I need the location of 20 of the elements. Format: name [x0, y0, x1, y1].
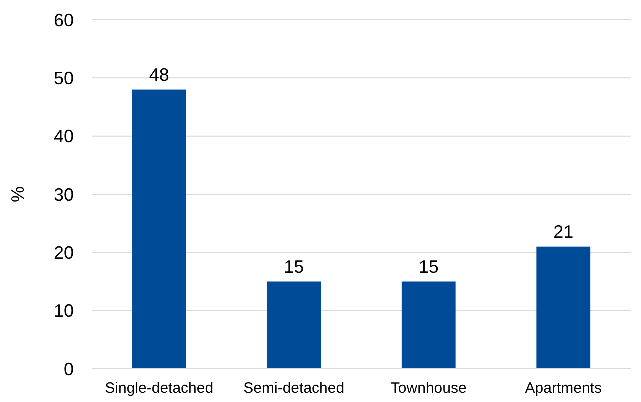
data-label: 15	[284, 256, 304, 277]
y-tick-label: 30	[54, 184, 74, 205]
data-label: 21	[554, 222, 574, 242]
y-tick-label: 60	[54, 10, 74, 30]
x-tick-label: Townhouse	[390, 380, 467, 397]
data-label: 15	[418, 256, 439, 277]
bar	[132, 90, 186, 369]
y-tick-label: 0	[64, 359, 74, 380]
x-tick-label: Single-detached	[105, 380, 214, 397]
x-tick-label: Semi-detached	[244, 380, 345, 397]
y-tick-label: 20	[54, 242, 74, 263]
y-tick-label: 10	[54, 301, 74, 322]
y-tick-label: 50	[54, 68, 74, 88]
bar	[267, 282, 322, 369]
x-tick-label: Apartments	[525, 380, 602, 397]
bar	[536, 246, 591, 369]
y-axis-title: %	[8, 186, 28, 203]
y-tick-label: 40	[54, 126, 74, 147]
data-label: 48	[149, 64, 170, 85]
bar	[402, 282, 456, 369]
